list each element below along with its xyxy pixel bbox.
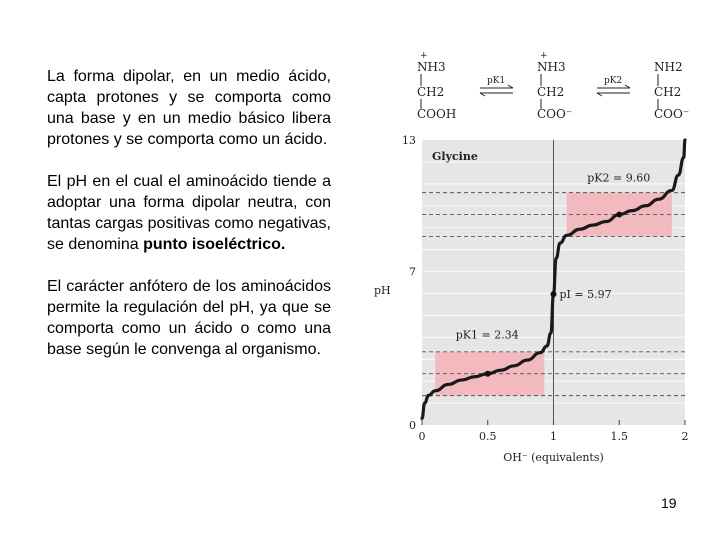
slide-text: La forma dipolar, en un medio ácido, cap… xyxy=(47,66,331,381)
species-2: + NH3 CH2 COO⁻ xyxy=(537,51,572,121)
paragraph-1: La forma dipolar, en un medio ácido, cap… xyxy=(47,68,331,148)
species-3: NH2 CH2 COO⁻ xyxy=(654,60,689,121)
chart-title: Glycine xyxy=(432,150,478,163)
paragraph-3: El carácter anfótero de los aminoácidos … xyxy=(47,278,331,358)
marked-point-label: pK2 = 9.60 xyxy=(587,172,650,185)
x-tick-label: 0.5 xyxy=(479,430,497,443)
axis-ticks: 0 0.5 1 1.5 2 0 7 13 xyxy=(402,134,689,443)
page-number: 19 xyxy=(661,495,677,511)
species-3-bottom: COO⁻ xyxy=(654,107,689,121)
species-1-mid: CH2 xyxy=(417,85,444,99)
species-3-top: NH2 xyxy=(654,60,683,74)
marked-point xyxy=(550,291,557,298)
marked-point xyxy=(616,211,623,218)
species-2-top: NH3 xyxy=(537,60,566,74)
paragraph-2: El pH en el cual el aminoácido tiende a … xyxy=(47,171,331,255)
species-1: + NH3 CH2 COOH xyxy=(417,51,456,121)
species-1-bottom: COOH xyxy=(417,107,456,121)
species-2-bottom: COO⁻ xyxy=(537,107,572,121)
species-2-mid: CH2 xyxy=(537,85,564,99)
species-3-mid: CH2 xyxy=(654,85,681,99)
arrow-1-label: pK1 xyxy=(487,76,505,86)
y-axis-label: pH xyxy=(374,284,391,297)
x-tick-label: 0 xyxy=(419,430,426,443)
x-tick-label: 1.5 xyxy=(611,430,629,443)
marked-point xyxy=(484,370,491,377)
paragraph-2-text: El pH en el cual el aminoácido tiende a … xyxy=(47,173,331,253)
isoelectric-point-term: punto isoeléctrico. xyxy=(143,236,286,253)
y-tick-label: 0 xyxy=(409,419,416,432)
x-tick-label: 1 xyxy=(550,430,557,443)
species-1-top: NH3 xyxy=(417,60,446,74)
x-tick-label: 2 xyxy=(682,430,689,443)
y-tick-label: 7 xyxy=(409,266,416,279)
ionization-scheme: + NH3 CH2 COOH pK1 + NH3 CH2 COO⁻ pK2 xyxy=(417,51,689,121)
species-1-charge: + xyxy=(420,51,428,61)
y-tick-label: 13 xyxy=(402,134,416,147)
x-axis-label: OH⁻ (equivalents) xyxy=(503,451,604,464)
equilibrium-arrow-2: pK2 xyxy=(596,76,631,97)
equilibrium-arrow-1: pK1 xyxy=(479,76,514,97)
species-2-charge: + xyxy=(540,51,548,61)
marked-point-label: pI = 5.97 xyxy=(560,288,612,301)
marked-points: pK1 = 2.34 pI = 5.97 pK2 = 9.60 xyxy=(456,172,650,377)
marked-point-label: pK1 = 2.34 xyxy=(456,329,519,342)
arrow-2-label: pK2 xyxy=(604,76,622,86)
